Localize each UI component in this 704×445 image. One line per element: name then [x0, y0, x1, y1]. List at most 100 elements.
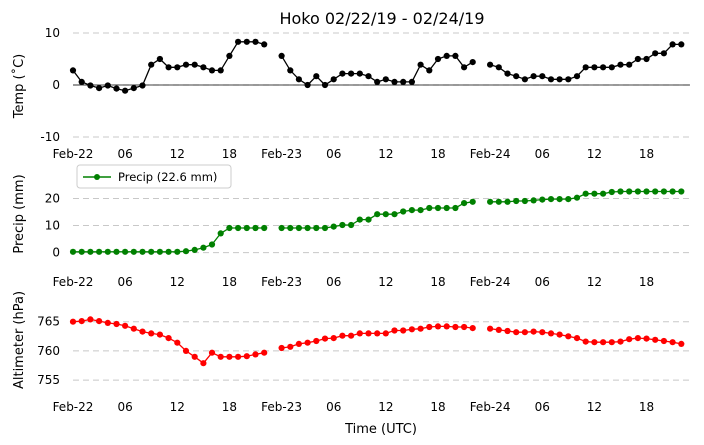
temperature-data-point — [191, 61, 198, 68]
altimeter-data-point — [122, 322, 129, 329]
altimeter-data-point — [530, 328, 537, 335]
temperature-data-point — [139, 82, 146, 89]
temperature-data-point — [200, 64, 207, 71]
altimeter-data-point — [130, 325, 137, 332]
temperature-xtick-label: 06 — [118, 147, 133, 161]
altimeter-data-point — [148, 330, 155, 337]
altimeter-data-point — [643, 335, 650, 342]
altimeter-xtick-label: Feb-24 — [470, 400, 511, 414]
altimeter-series-line — [72, 318, 682, 365]
altimeter-xtick-label: 18 — [430, 400, 445, 414]
temperature-data-point — [113, 85, 120, 92]
precipitation-data-point — [261, 224, 268, 232]
temperature-data-point — [565, 76, 572, 83]
precipitation-data-point — [452, 204, 459, 212]
temperature-xtick-label: 18 — [430, 147, 445, 161]
temperature-data-point — [469, 59, 476, 66]
altimeter-xtick-label: 18 — [222, 400, 237, 414]
temperature-data-point — [513, 73, 520, 80]
temperature-ytick-label: -10 — [40, 130, 60, 144]
temperature-data-point — [391, 78, 398, 85]
xlabel: Time (UTC) — [344, 422, 417, 437]
altimeter-data-point — [321, 335, 329, 342]
altimeter-data-point — [356, 330, 363, 337]
altimeter-data-point — [243, 353, 250, 360]
precipitation-data-point — [530, 197, 537, 204]
temperature-data-point — [156, 55, 163, 63]
temperature-data-point — [235, 38, 242, 45]
altimeter-data-point — [608, 339, 615, 346]
precipitation-xtick-label: Feb-23 — [261, 275, 302, 289]
altimeter-xtick-label: Feb-22 — [53, 400, 94, 414]
temperature-data-point — [208, 67, 216, 74]
precipitation-data-point — [156, 248, 163, 255]
altimeter-xtick-label: Feb-23 — [261, 400, 302, 414]
temperature-data-point — [78, 78, 85, 85]
precipitation-data-point — [356, 216, 363, 223]
precipitation-data-point — [582, 190, 589, 197]
temperature-data-point — [304, 81, 311, 89]
temperature-data-point — [321, 81, 329, 89]
altimeter-data-point — [278, 344, 285, 352]
precipitation-data-point — [365, 216, 372, 223]
altimeter-data-point — [391, 327, 398, 334]
precipitation-data-point — [235, 224, 242, 232]
temperature-data-point — [130, 85, 137, 92]
temperature-data-point — [660, 50, 668, 57]
precipitation-data-point — [374, 211, 381, 218]
altimeter-data-point — [113, 320, 120, 328]
precipitation-data-point — [643, 188, 650, 195]
precipitation-data-point — [217, 230, 224, 237]
precipitation-xtick-label: Feb-24 — [470, 275, 511, 289]
legend-marker-swatch — [94, 174, 100, 180]
precipitation-xtick-label: 06 — [118, 275, 133, 289]
temperature-data-point — [678, 41, 685, 48]
precip-legend: Precip (22.6 mm) — [76, 164, 232, 189]
precipitation-xtick-label: 18 — [222, 275, 237, 289]
precipitation-data-point — [148, 248, 155, 255]
precipitation-data-point — [191, 246, 198, 253]
temperature-xtick-label: Feb-23 — [261, 147, 302, 161]
altimeter-data-point — [539, 329, 546, 336]
legend-frame — [76, 164, 232, 189]
temperature-data-point — [348, 70, 355, 77]
precipitation-data-point — [634, 188, 642, 195]
altimeter-data-point — [200, 360, 207, 367]
altimeter-xtick-label: 12 — [587, 400, 602, 414]
altimeter-data-point — [678, 340, 685, 347]
temperature-data-point — [217, 67, 224, 74]
temperature-data-point — [600, 64, 607, 71]
temperature-xtick-label: 18 — [639, 147, 654, 161]
altimeter-data-point — [365, 330, 372, 337]
ylabel-precipitation: Precip (mm) — [12, 174, 27, 253]
precipitation-data-point — [287, 224, 294, 232]
altimeter-xtick-label: 06 — [326, 400, 341, 414]
altimeter-data-point — [208, 349, 216, 356]
precipitation-data-point — [600, 190, 607, 197]
temperature-data-point — [652, 50, 659, 57]
temperature-data-point — [643, 55, 650, 63]
altimeter-xtick-label: 18 — [639, 400, 654, 414]
temperature-data-point — [182, 61, 190, 68]
altimeter-data-point — [408, 326, 415, 333]
temperature-data-point — [669, 41, 676, 48]
altimeter-data-point — [87, 316, 94, 323]
temperature-data-point — [96, 85, 103, 92]
precipitation-data-point — [243, 224, 250, 232]
precipitation-data-point — [626, 188, 633, 195]
precipitation-data-point — [652, 188, 659, 195]
altimeter-xtick-label: 12 — [378, 400, 393, 414]
temperature-xtick-label: 18 — [222, 147, 237, 161]
precipitation-data-point — [339, 221, 346, 229]
altimeter-data-point — [400, 327, 407, 334]
altimeter-data-point — [156, 331, 163, 338]
temperature-data-point — [122, 87, 129, 94]
temperature-ytick-label: 0 — [52, 78, 60, 92]
precipitation-data-point — [678, 188, 685, 195]
temperature-data-point — [487, 61, 494, 68]
temperature-xtick-label: 06 — [326, 147, 341, 161]
precipitation-panel: 0 10 20 Feb-22 06 12 18 Feb-23 06 12 18 Feb-24 06 12 1… — [45, 188, 690, 289]
precipitation-data-point — [226, 224, 233, 232]
temperature-data-point — [330, 76, 337, 83]
altimeter-data-point — [573, 335, 581, 342]
